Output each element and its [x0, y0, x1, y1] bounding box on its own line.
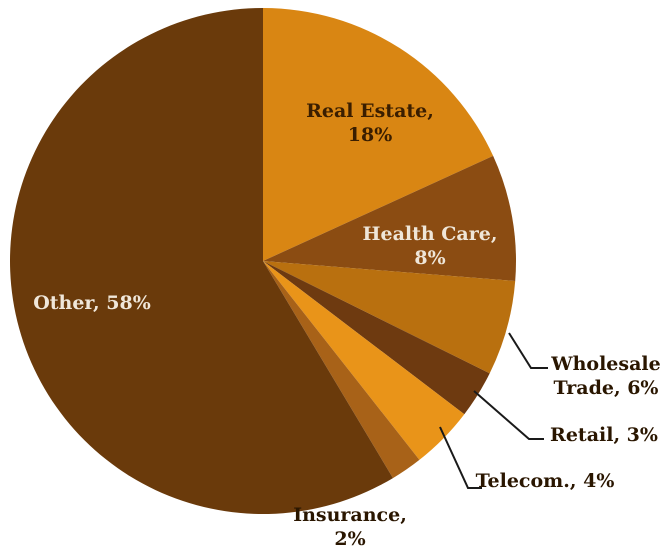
pie-leader-lines	[439, 332, 548, 489]
slice-label-retail: Retail, 3%	[550, 424, 658, 446]
pie-slice-real-estate	[263, 8, 494, 261]
slice-label-wholesale-trade: Wholesale Trade, 6%	[550, 353, 660, 399]
leader-line-retail	[473, 390, 544, 440]
slice-label-line: Retail, 3%	[550, 424, 658, 446]
slice-label-line: 2%	[334, 528, 365, 546]
leader-line-wholesale-trade	[508, 332, 548, 369]
pie-slice-other	[10, 8, 393, 514]
pie-slice-retail	[263, 261, 490, 415]
slice-label-line: 18%	[348, 124, 393, 146]
slice-label-line: 8%	[414, 247, 445, 269]
pie-slice-wholesale-trade	[263, 261, 516, 374]
pie-labels: Real Estate, 18% Health Care, 8% Wholesale Tr…	[33, 100, 661, 546]
pie-slice-health-care	[263, 155, 516, 282]
pie-slice-insurance	[263, 261, 420, 479]
slice-label-line: Other, 58%	[33, 292, 151, 314]
slice-label-line: Real Estate,	[306, 100, 434, 122]
slice-label-line: Insurance,	[293, 504, 407, 526]
slice-label-line: Wholesale	[550, 353, 660, 375]
slice-label-other: Other, 58%	[33, 292, 151, 314]
pie-slices	[10, 8, 516, 514]
slice-label-line: Telecom., 4%	[476, 470, 615, 492]
slice-label-real-estate: Real Estate, 18%	[306, 100, 434, 146]
pie-slice-telecom	[263, 261, 465, 460]
slice-label-line: Trade, 6%	[554, 377, 659, 399]
leader-line-telecom	[439, 426, 482, 489]
slice-label-line: Health Care,	[363, 223, 498, 245]
slice-label-insurance: Insurance, 2%	[293, 504, 407, 546]
slice-label-telecom: Telecom., 4%	[476, 470, 615, 492]
slice-label-health-care: Health Care, 8%	[363, 223, 498, 269]
